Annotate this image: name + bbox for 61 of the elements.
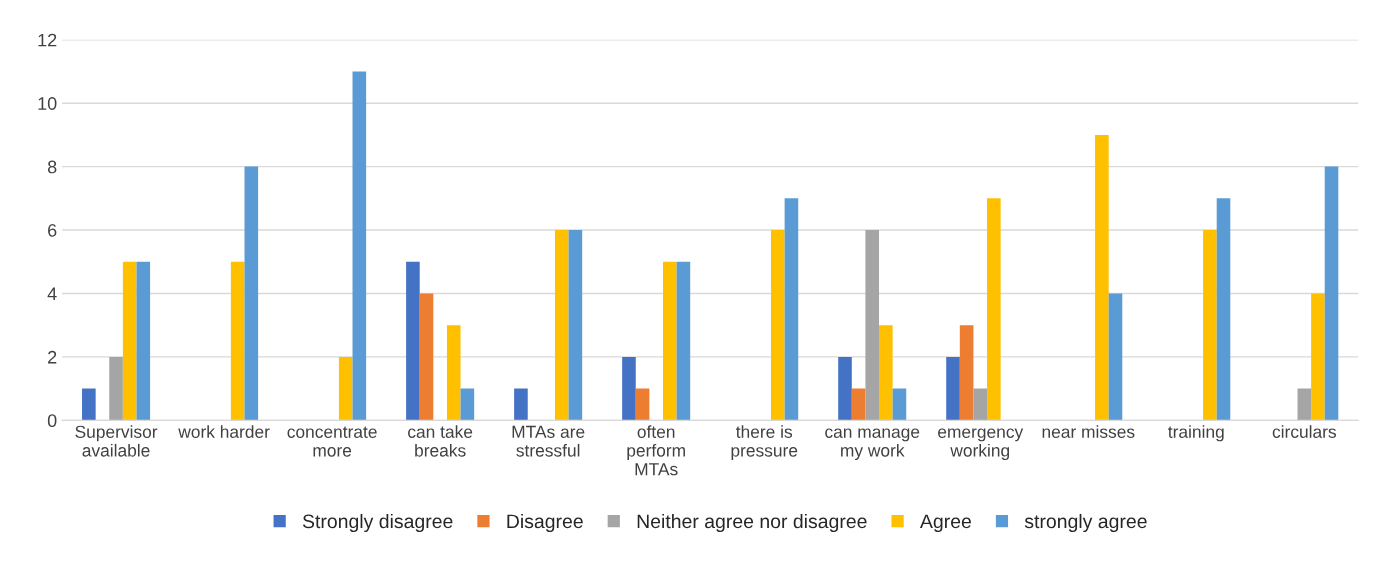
bar xyxy=(419,293,434,421)
legend-label: Agree xyxy=(919,514,971,533)
bar xyxy=(784,198,799,421)
x-tick-label: training xyxy=(1168,425,1224,442)
bar xyxy=(352,71,367,421)
y-tick-label: 4 xyxy=(47,287,57,301)
bar xyxy=(1095,134,1109,421)
bar xyxy=(122,261,137,421)
bar xyxy=(635,388,650,421)
bar xyxy=(1311,293,1325,421)
bar xyxy=(946,356,960,421)
x-tick-label: MTAs are stressful xyxy=(512,425,585,457)
bar xyxy=(460,388,475,421)
legend-label: Strongly disagree xyxy=(302,513,453,533)
y-tick-label: 2 xyxy=(48,350,57,364)
bar xyxy=(406,261,420,421)
bar xyxy=(622,356,636,421)
bar xyxy=(973,388,988,421)
bar xyxy=(82,388,96,421)
bar xyxy=(446,325,461,421)
legend-label: Neither agree nor disagree xyxy=(637,513,867,533)
bar xyxy=(1297,388,1312,421)
x-tick-label: emergency working xyxy=(938,428,1024,461)
x-tick-label: near misses xyxy=(1042,425,1135,438)
x-tick-label: can take breaks xyxy=(408,425,473,457)
bar xyxy=(338,356,353,421)
y-tick-label: 10 xyxy=(38,97,57,110)
legend-label: Disagree xyxy=(507,513,583,533)
legend-label: strongly agree xyxy=(1024,513,1147,533)
bar xyxy=(244,166,259,421)
x-tick-label: concentrate more xyxy=(287,426,377,457)
bar xyxy=(230,261,245,421)
bar xyxy=(865,230,880,421)
bar xyxy=(136,261,151,421)
bar xyxy=(851,388,866,421)
bar xyxy=(568,230,583,421)
bar xyxy=(554,230,569,421)
y-tick-label: 0 xyxy=(47,414,57,428)
y-tick-label: 12 xyxy=(38,33,57,47)
bar xyxy=(514,388,528,421)
bar xyxy=(959,325,974,421)
bar xyxy=(1216,198,1231,421)
bar xyxy=(771,230,785,421)
x-tick-label: can manage my work xyxy=(825,428,920,461)
y-tick-label: 6 xyxy=(48,223,57,237)
bar xyxy=(109,356,123,421)
bar xyxy=(987,198,1001,421)
bar xyxy=(892,388,907,421)
x-tick-label: often perform MTAs xyxy=(627,425,685,476)
x-tick-label: circulars xyxy=(1272,425,1336,438)
x-tick-label: Supervisor available xyxy=(75,425,158,457)
bar xyxy=(676,261,691,421)
x-tick-label: work harder xyxy=(178,425,270,438)
bar xyxy=(1203,230,1217,421)
bar xyxy=(1324,166,1339,421)
x-tick-label: there is pressure xyxy=(731,425,798,461)
bar xyxy=(1108,293,1123,421)
bar xyxy=(879,325,893,421)
bar xyxy=(838,356,852,421)
y-tick-label: 8 xyxy=(47,160,57,174)
bar xyxy=(662,261,677,421)
